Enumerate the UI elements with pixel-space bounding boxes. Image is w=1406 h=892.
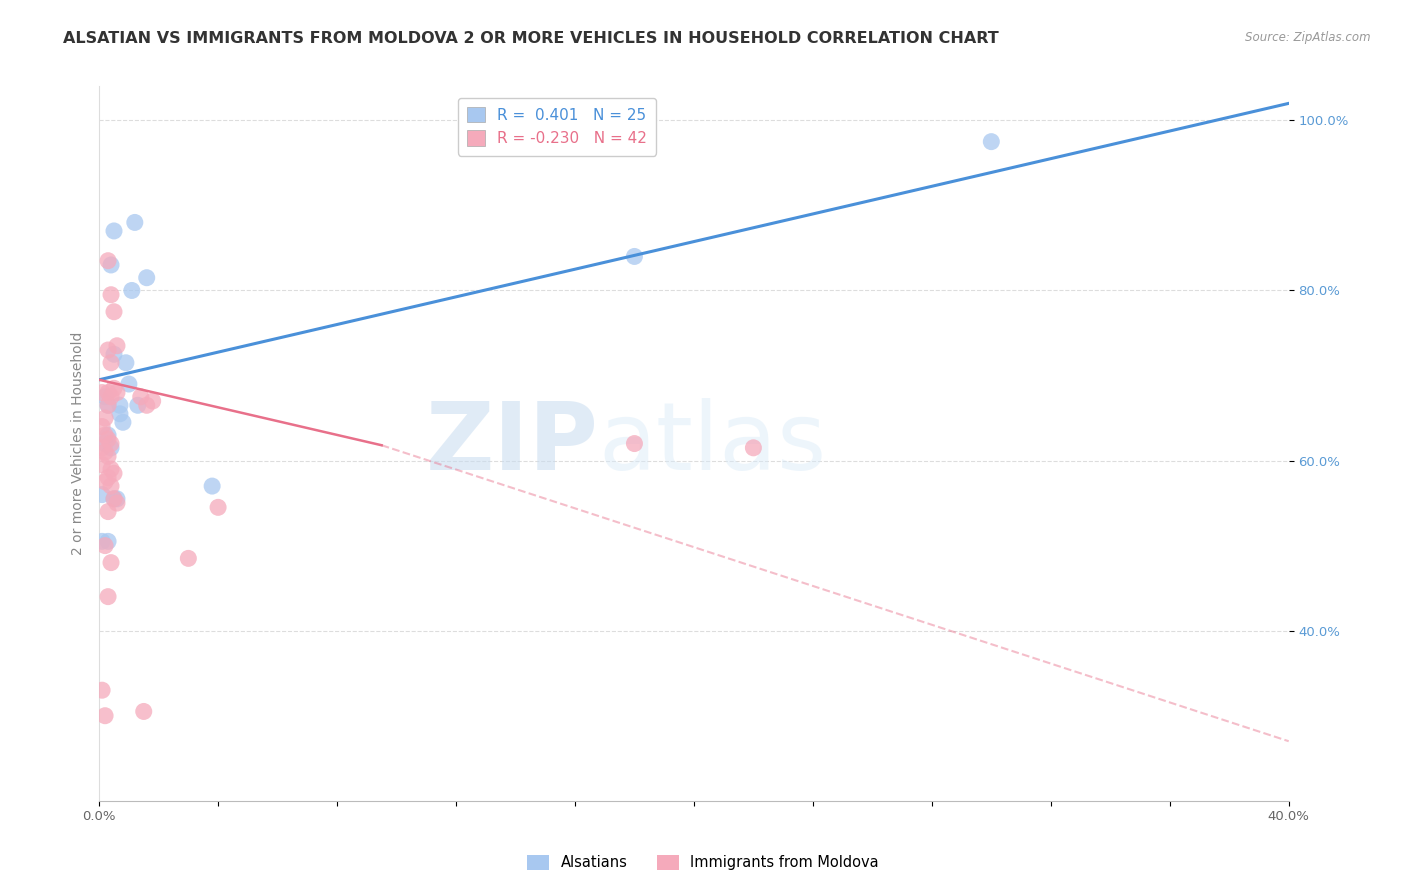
Point	[103, 491, 125, 506]
Point	[115, 356, 138, 370]
Text: ALSATIAN VS IMMIGRANTS FROM MOLDOVA 2 OR MORE VEHICLES IN HOUSEHOLD CORRELATION : ALSATIAN VS IMMIGRANTS FROM MOLDOVA 2 OR…	[63, 31, 1000, 46]
Point	[100, 356, 122, 370]
Point	[97, 428, 120, 442]
Point	[97, 398, 120, 412]
Point	[127, 398, 149, 412]
Point	[980, 135, 1002, 149]
Point	[103, 491, 125, 506]
Point	[100, 441, 122, 455]
Point	[97, 432, 120, 446]
Point	[135, 270, 157, 285]
Point	[103, 381, 125, 395]
Point	[135, 398, 157, 412]
Point	[105, 385, 128, 400]
Point	[94, 539, 117, 553]
Point	[105, 491, 128, 506]
Point	[103, 347, 125, 361]
Point	[100, 462, 122, 476]
Point	[91, 419, 114, 434]
Point	[103, 304, 125, 318]
Point	[201, 479, 224, 493]
Y-axis label: 2 or more Vehicles in Household: 2 or more Vehicles in Household	[72, 332, 86, 555]
Point	[623, 250, 645, 264]
Legend: R =  0.401   N = 25, R = -0.230   N = 42: R = 0.401 N = 25, R = -0.230 N = 42	[458, 97, 657, 155]
Point	[91, 458, 114, 472]
Point	[97, 253, 120, 268]
Point	[207, 500, 229, 515]
Point	[124, 215, 146, 229]
Point	[100, 436, 122, 450]
Point	[97, 534, 120, 549]
Point	[108, 407, 131, 421]
Point	[108, 398, 131, 412]
Point	[111, 415, 134, 429]
Point	[94, 411, 117, 425]
Point	[97, 590, 120, 604]
Legend: Alsatians, Immigrants from Moldova: Alsatians, Immigrants from Moldova	[522, 848, 884, 876]
Point	[100, 556, 122, 570]
Text: atlas: atlas	[599, 398, 827, 490]
Point	[100, 258, 122, 272]
Point	[94, 708, 117, 723]
Point	[91, 487, 114, 501]
Point	[103, 224, 125, 238]
Point	[91, 534, 114, 549]
Point	[177, 551, 200, 566]
Point	[121, 284, 143, 298]
Point	[100, 287, 122, 301]
Point	[623, 436, 645, 450]
Text: Source: ZipAtlas.com: Source: ZipAtlas.com	[1246, 31, 1371, 45]
Point	[97, 450, 120, 464]
Point	[100, 390, 122, 404]
Point	[94, 445, 117, 459]
Point	[142, 394, 165, 409]
Point	[91, 683, 114, 698]
Point	[105, 496, 128, 510]
Point	[132, 705, 155, 719]
Point	[94, 436, 117, 450]
Point	[105, 339, 128, 353]
Point	[129, 390, 152, 404]
Point	[94, 390, 117, 404]
Point	[97, 398, 120, 412]
Point	[742, 441, 765, 455]
Point	[97, 470, 120, 484]
Point	[97, 343, 120, 357]
Point	[91, 385, 114, 400]
Point	[103, 467, 125, 481]
Text: ZIP: ZIP	[426, 398, 599, 490]
Point	[97, 385, 120, 400]
Point	[91, 441, 114, 455]
Point	[94, 428, 117, 442]
Point	[118, 377, 141, 392]
Point	[94, 475, 117, 489]
Point	[97, 505, 120, 519]
Point	[100, 479, 122, 493]
